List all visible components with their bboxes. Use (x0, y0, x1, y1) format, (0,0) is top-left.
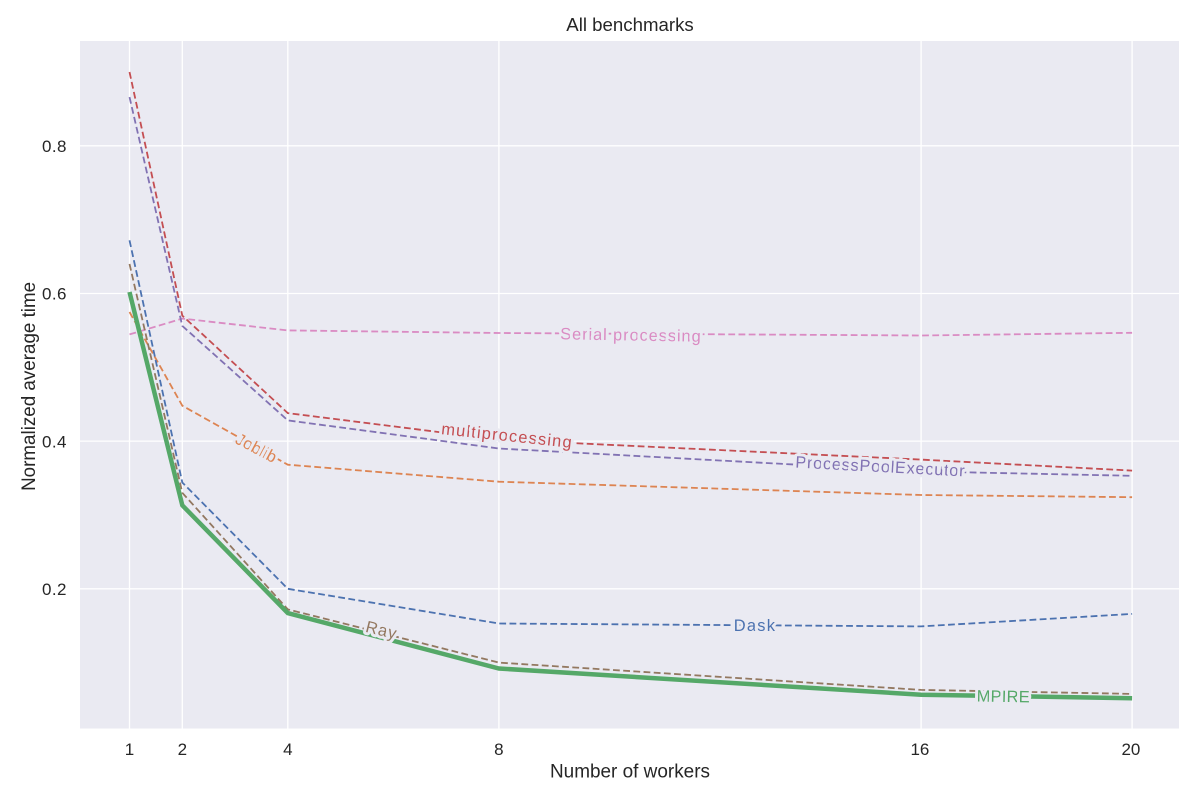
svg-text:20: 20 (1121, 740, 1140, 759)
svg-text:MPIRE: MPIRE (977, 688, 1030, 707)
svg-text:8: 8 (494, 740, 503, 759)
svg-text:Serial processing: Serial processing (560, 325, 701, 345)
svg-text:Normalized average time: Normalized average time (19, 282, 40, 491)
svg-text:1: 1 (125, 740, 134, 759)
svg-text:0.6: 0.6 (42, 285, 67, 304)
svg-text:2: 2 (178, 740, 187, 759)
svg-text:Number of workers: Number of workers (550, 762, 710, 783)
svg-text:0.8: 0.8 (42, 137, 67, 156)
svg-text:All benchmarks: All benchmarks (566, 14, 694, 35)
svg-text:4: 4 (283, 740, 292, 759)
svg-text:0.4: 0.4 (42, 432, 67, 451)
svg-text:16: 16 (910, 740, 929, 759)
svg-text:0.2: 0.2 (42, 580, 67, 599)
svg-text:Dask: Dask (734, 617, 776, 635)
